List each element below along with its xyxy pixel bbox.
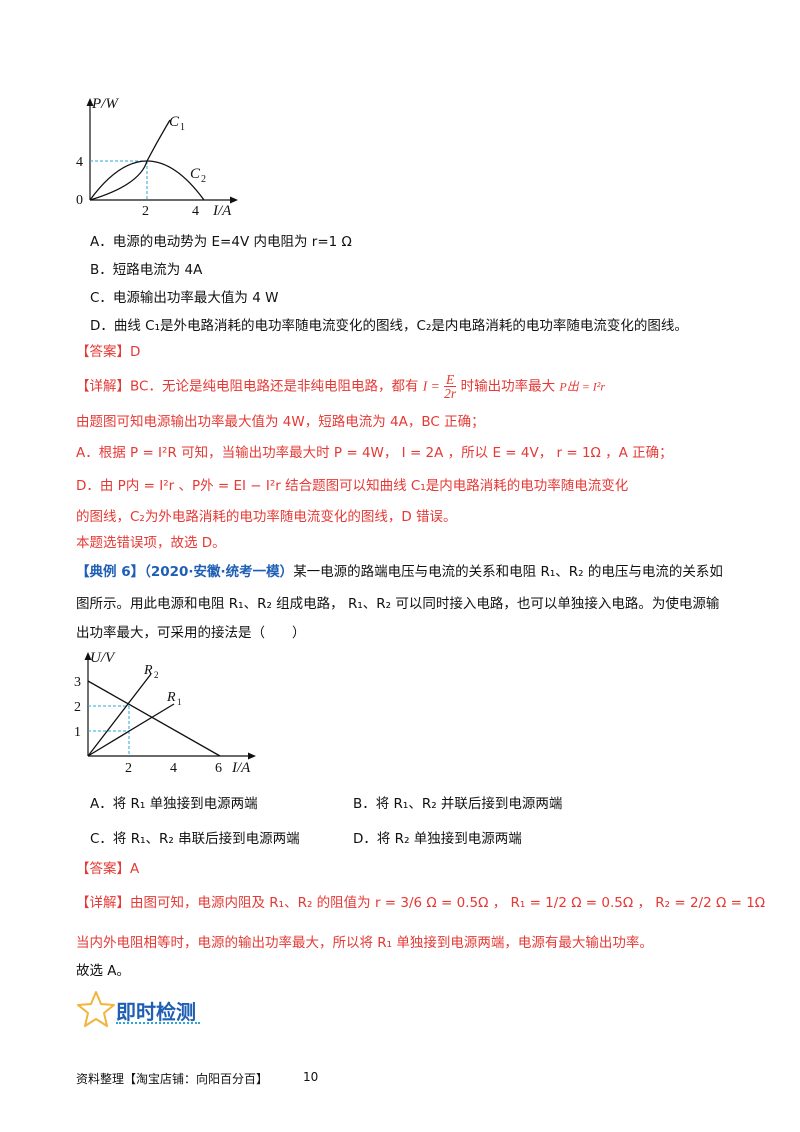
x-tick-6: 6 [215,761,222,776]
x-tick-2: 2 [125,761,132,776]
detail-2-line-1: 【详解】由图可知，电源内阻及 R₁、R₂ 的阻值为 r = 3/6 Ω = 0.… [76,895,766,911]
footer-text: 资料整理【淘宝店铺：向阳百分百】 [76,1072,269,1086]
detail-1-line-3: A．根据 P = I²R 可知，当输出功率最大时 P = 4W， I = 2A … [76,445,673,461]
i-axis-label: I/A [231,760,251,776]
option2-b: B．将 R₁、R₂ 并联后接到电源两端 [353,796,563,812]
example-tag: 【典例 6】 [76,564,145,580]
formula-fraction: E 2r [444,372,457,401]
fraction-denominator: 2r [444,386,457,401]
option-a: A．电源的电动势为 E=4V 内电阻为 r=1 Ω [90,234,352,250]
example-6-line-3: 出功率最大，可采用的接法是（ ） [76,625,306,641]
r2-line [87,673,152,757]
c2-sub: 2 [201,174,206,185]
source-line [87,680,221,757]
detail-1-line-2: 由题图可知电源输出功率最大值为 4W，短路电流为 4A，BC 正确； [76,414,485,430]
x-tick-4: 4 [192,204,199,219]
option2-a: A．将 R₁ 单独接到电源两端 [90,796,258,812]
y-tick-2: 2 [74,700,81,715]
example-6-line-2: 图所示。用此电源和电阻 R₁、R₂ 组成电路， R₁、R₂ 可以同时接入电路，也… [76,596,720,612]
r2-label: R [143,663,153,678]
option-c: C．电源输出功率最大值为 4 W [90,290,279,306]
voltage-current-graph: U/V R 2 R 1 3 2 1 2 4 6 I/A [74,650,256,776]
example-text-1: 某一电源的路端电压与电流的关系和电阻 R₁、R₂ 的电压与电流的关系如 [293,564,723,580]
power-current-graph: P/W C 1 C 2 4 0 2 4 I/A [76,96,238,219]
fraction-numerator: E [444,372,457,387]
u-axis-label: U/V [90,650,116,666]
x-tick-4: 4 [170,761,177,776]
y-tick-3: 3 [74,675,81,690]
star-icon [77,991,115,1027]
r2-sub: 2 [154,670,159,680]
answer-2: 【答案】A [76,861,140,877]
detail-2-line-2: 当内外电阻相等时，电源的输出功率最大，所以将 R₁ 单独接到电源两端，电源有最大… [76,935,653,951]
c1-sub: 1 [180,122,185,133]
page-number: 10 [303,1070,319,1084]
detail-1-mid: 时输出功率最大 [460,378,556,395]
y-axis-label: P/W [91,96,119,112]
detail-1-line-5: 的图线，C₂为外电路消耗的电功率随电流变化的图线，D 错误。 [76,509,457,525]
r1-sub: 1 [177,697,182,707]
detail-1-line-6: 本题选错误项，故选 D。 [76,535,226,551]
detail-2-line-3: 故选 A。 [76,963,131,979]
option-d: D．曲线 C₁是外电路消耗的电功率随电流变化的图线，C₂是内电路消耗的电功率随电… [90,318,688,334]
x-axis-label: I/A [212,203,232,219]
c2-label: C [190,166,201,182]
section-underline [116,1022,200,1024]
c1-label: C [169,114,180,130]
formula-p-out: P出 = I²r [559,379,606,394]
r1-label: R [166,690,176,705]
option2-c: C．将 R₁、R₂ 串联后接到电源两端 [90,831,300,847]
answer-1: 【答案】D [76,344,141,360]
x-tick-2: 2 [142,204,149,219]
detail-1-line-1: 【详解】BC．无论是纯电阻电路还是非纯电阻电路，都有 I = E 2r 时输出功… [76,372,606,401]
option-b: B．短路电流为 4A [90,262,203,278]
y-tick-1: 1 [74,725,81,740]
section-title: 即时检测 [116,1000,196,1024]
example-6-line-1: 【典例 6】（2020·安徽·统考一模）某一电源的路端电压与电流的关系和电阻 R… [76,563,723,581]
y-tick-4: 4 [76,155,83,170]
origin-label: 0 [76,193,83,208]
option2-d: D．将 R₂ 单独接到电源两端 [353,831,522,847]
detail-1-line-4: D．由 P内 = I²r 、P外 = EI − I²r 结合题图可以知曲线 C₁… [76,478,629,494]
r1-line [87,703,175,757]
curve-c1 [89,119,171,201]
formula-i-lhs: I = [422,378,440,394]
curve-c2 [89,160,205,201]
detail-1-prefix: 【详解】BC．无论是纯电阻电路还是非纯电阻电路，都有 [76,378,419,395]
example-source: （2020·安徽·统考一模） [144,564,294,580]
